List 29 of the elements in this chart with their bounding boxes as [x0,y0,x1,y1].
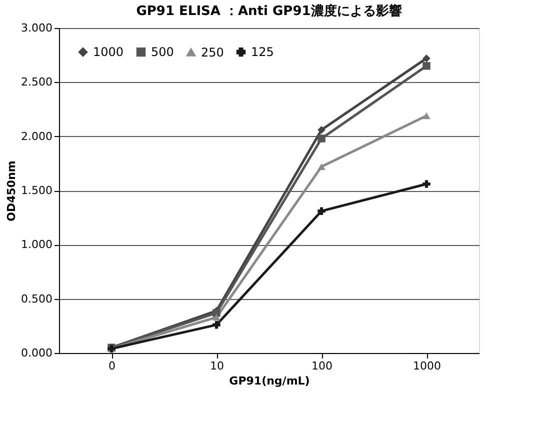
point [318,134,326,142]
y-tick-label: 0.000 [21,346,52,360]
point [318,207,326,215]
x-tick-label: 1000 [413,360,441,372]
y-tick-label: 3.000 [21,22,52,34]
y-tick-label: 2.000 [21,130,52,143]
y-axis-title: OD450nm [5,160,18,222]
point [318,126,326,134]
chart-title: GP91 ELISA ：Anti GP91濃度による影響 [136,3,402,19]
point [422,62,430,70]
point [212,309,220,317]
y-tick-label: 1.000 [21,238,52,252]
point [212,320,220,329]
x-tick-label: 10 [210,360,224,372]
point [212,314,220,321]
x-tick-label: 0 [108,360,116,372]
y-tick-label: 0.500 [21,292,52,306]
y-tick-label: 1.500 [21,184,52,197]
x-axis-title: GP91(ng/mL) [229,374,310,388]
legend-label: 125 [251,45,274,60]
x-tick-label: 100 [312,360,332,372]
legend-label: 250 [201,45,224,60]
legend-label: 500 [151,45,174,60]
point [318,163,326,170]
point [422,112,430,120]
legend-label: 1000 [93,45,124,60]
point [422,180,430,188]
point [422,54,430,62]
y-tick-label: 2.500 [21,76,52,89]
